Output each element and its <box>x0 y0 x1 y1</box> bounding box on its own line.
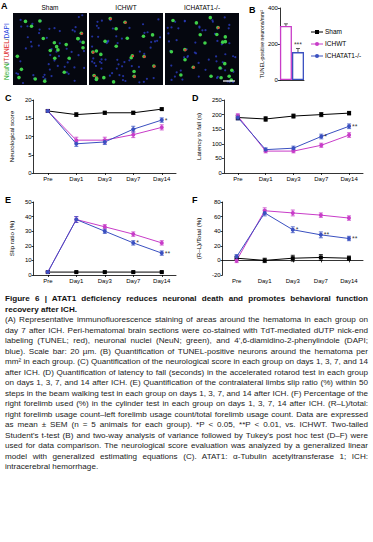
svg-text:**: ** <box>352 123 358 130</box>
svg-text:Day3: Day3 <box>286 176 301 182</box>
svg-text:20: 20 <box>25 97 32 103</box>
svg-text:50: 50 <box>25 199 32 205</box>
svg-text:Day14: Day14 <box>153 176 171 182</box>
svg-text:(R–L)/Total (%): (R–L)/Total (%) <box>195 218 202 260</box>
svg-text:60: 60 <box>214 214 221 220</box>
svg-text:0: 0 <box>28 272 32 278</box>
svg-text:Day1: Day1 <box>259 176 274 182</box>
svg-text:250: 250 <box>212 97 223 103</box>
svg-text:ICHWT: ICHWT <box>115 4 136 11</box>
svg-text:*: * <box>324 133 327 140</box>
svg-text:30: 30 <box>25 228 32 234</box>
svg-text:Day3: Day3 <box>286 278 301 284</box>
svg-text:Latency to fall (s): Latency to fall (s) <box>195 113 202 160</box>
svg-text:Sham: Sham <box>42 4 59 11</box>
svg-text:150: 150 <box>212 126 223 132</box>
svg-text:Pre: Pre <box>232 278 242 284</box>
svg-text:A: A <box>1 1 8 11</box>
svg-text:Day3: Day3 <box>98 176 113 182</box>
svg-text:NeuN/TUNEL/DAPI: NeuN/TUNEL/DAPI <box>3 23 10 80</box>
svg-text:Day1: Day1 <box>258 278 273 284</box>
svg-text:Pre: Pre <box>43 176 53 182</box>
svg-text:40: 40 <box>214 228 221 234</box>
svg-text:Day14: Day14 <box>340 278 358 284</box>
svg-text:Day1: Day1 <box>69 176 84 182</box>
svg-text:ICHATAT1-/-: ICHATAT1-/- <box>325 52 361 59</box>
svg-text:Day7: Day7 <box>314 278 329 284</box>
svg-text:Day7: Day7 <box>314 176 329 182</box>
svg-text:D: D <box>192 93 199 103</box>
svg-text:20: 20 <box>214 243 221 249</box>
svg-text:ICHWT: ICHWT <box>325 40 346 47</box>
svg-text:ICHATAT1-/-: ICHATAT1-/- <box>184 4 220 11</box>
svg-text:**: ** <box>165 250 171 257</box>
svg-text:40: 40 <box>25 214 32 220</box>
svg-text:TUNEL-positive neurons/mm²: TUNEL-positive neurons/mm² <box>259 10 265 79</box>
svg-text:0: 0 <box>28 170 32 176</box>
svg-text:***: *** <box>294 41 302 48</box>
svg-text:Sham: Sham <box>325 28 342 35</box>
svg-text:0: 0 <box>275 77 279 83</box>
svg-text:5: 5 <box>28 152 32 158</box>
svg-text:**: ** <box>352 235 358 242</box>
svg-text:E: E <box>5 195 11 205</box>
svg-text:Pre: Pre <box>233 176 243 182</box>
html-text:Figure 6 | ATAT1 deficiency re: Figure 6 | ATAT1 deficiency reduces neur… <box>5 294 368 314</box>
svg-text:Day1: Day1 <box>69 278 84 284</box>
svg-text:10: 10 <box>25 134 32 140</box>
svg-text:100: 100 <box>212 141 223 147</box>
svg-text:*: * <box>296 226 299 233</box>
svg-text:20: 20 <box>25 243 32 249</box>
svg-text:200: 200 <box>268 41 279 47</box>
svg-text:15: 15 <box>25 115 32 121</box>
svg-text:**: ** <box>324 231 330 238</box>
svg-text:-20: -20 <box>212 272 221 278</box>
svg-text:B: B <box>249 5 256 15</box>
svg-text:Day14: Day14 <box>153 278 171 284</box>
svg-text:Day7: Day7 <box>126 278 141 284</box>
svg-text:C: C <box>5 93 12 103</box>
svg-text:*: * <box>165 117 168 124</box>
html-text:(A) Representative immunofluor: (A) Representative immunofluorescence st… <box>5 315 368 472</box>
svg-text:Neurological score: Neurological score <box>8 110 15 162</box>
svg-text:Day3: Day3 <box>98 278 113 284</box>
svg-text:10: 10 <box>25 257 32 263</box>
svg-text:Day14: Day14 <box>340 176 358 182</box>
svg-text:0: 0 <box>217 257 221 263</box>
svg-text:0: 0 <box>219 170 223 176</box>
svg-text:*: * <box>136 239 139 246</box>
svg-text:400: 400 <box>268 5 279 11</box>
svg-text:200: 200 <box>212 112 223 118</box>
svg-text:F: F <box>192 195 198 205</box>
svg-text:Slip ratio (%): Slip ratio (%) <box>8 221 15 256</box>
svg-text:Pre: Pre <box>43 278 53 284</box>
svg-text:80: 80 <box>214 199 221 205</box>
svg-text:50: 50 <box>215 155 222 161</box>
svg-text:Day7: Day7 <box>126 176 141 182</box>
